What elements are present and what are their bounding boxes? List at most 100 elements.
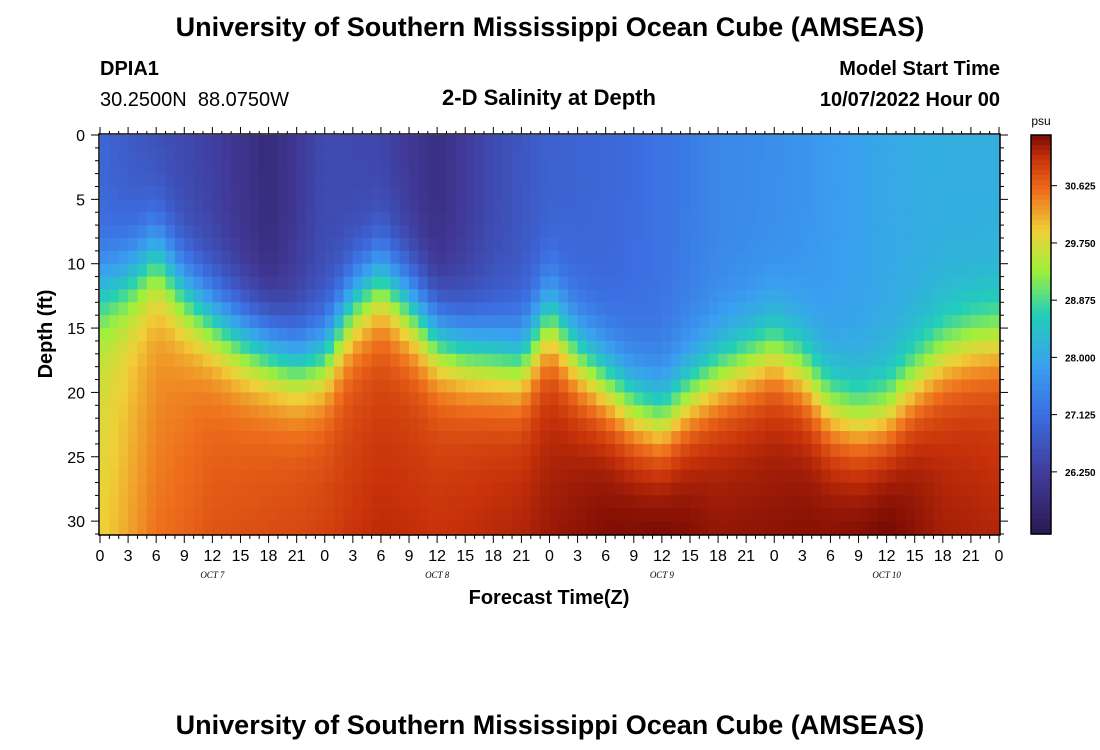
heatmap-cell <box>259 250 270 265</box>
heatmap-cell <box>633 212 644 226</box>
heatmap-cell <box>493 237 504 252</box>
heatmap-cell <box>708 508 719 522</box>
heatmap-cell <box>362 160 373 175</box>
heatmap-cell <box>792 186 803 200</box>
heatmap-cell <box>231 315 242 329</box>
heatmap-cell <box>661 212 672 226</box>
x-tick-label: 21 <box>962 548 980 565</box>
heatmap-cell <box>109 135 120 149</box>
heatmap-cell <box>961 302 972 316</box>
heatmap-cell <box>568 276 579 291</box>
heatmap-cell <box>455 173 466 188</box>
heatmap-cell <box>830 418 841 432</box>
heatmap-cell <box>343 173 354 188</box>
heatmap-cell <box>577 340 588 355</box>
heatmap-cell <box>146 160 157 175</box>
heatmap-cell <box>633 199 644 213</box>
heatmap-cell <box>877 340 888 355</box>
heatmap-cell <box>849 237 860 252</box>
heatmap-cell <box>530 340 541 355</box>
heatmap-cell <box>371 289 382 303</box>
heatmap-cell <box>455 263 466 278</box>
heatmap-cell <box>895 443 906 458</box>
heatmap-cell <box>437 328 448 342</box>
heatmap-cell <box>586 495 597 509</box>
heatmap-cell <box>502 186 513 200</box>
heatmap-cell <box>568 250 579 265</box>
heatmap-cell <box>268 135 279 149</box>
heatmap-cell <box>455 456 466 471</box>
heatmap-cell <box>277 379 288 394</box>
heatmap-cell <box>746 443 757 458</box>
heatmap-cell <box>615 328 626 342</box>
heatmap-cell <box>914 328 925 342</box>
heatmap-cell <box>905 225 916 239</box>
heatmap-cell <box>512 289 522 303</box>
heatmap-cell <box>184 237 195 252</box>
heatmap-cell <box>849 212 860 226</box>
heatmap-cell <box>493 186 504 200</box>
heatmap-cell <box>249 237 260 252</box>
heatmap-cell <box>661 147 672 162</box>
x-axis: 0 3 6 9 12 15 18 21 0 3 6 9 12 15 18 21 0 3 6 9 12 15 18 21 0 3 6 9… <box>96 127 1004 580</box>
heatmap-cell <box>427 147 438 162</box>
heatmap-cell <box>811 521 822 535</box>
heatmap-cell <box>446 199 457 213</box>
heatmap-cell <box>727 225 738 239</box>
heatmap-cell <box>390 289 401 303</box>
heatmap-cell <box>212 199 223 213</box>
heatmap-cell <box>100 495 110 509</box>
heatmap-cell <box>568 315 579 329</box>
heatmap-cell <box>970 469 981 484</box>
heatmap-cell <box>821 173 832 188</box>
heatmap-cell <box>830 199 841 213</box>
heatmap-cell <box>586 315 597 329</box>
heatmap-cell <box>736 366 747 381</box>
heatmap-cell <box>100 353 110 368</box>
heatmap-cell <box>549 340 560 355</box>
heatmap-cell <box>811 443 822 458</box>
heatmap-cell <box>409 366 419 381</box>
heatmap-cell <box>315 456 326 471</box>
heatmap-cell <box>839 508 850 522</box>
heatmap-cell <box>296 199 307 213</box>
heatmap-cell <box>568 366 579 381</box>
heatmap-cell <box>118 276 129 291</box>
heatmap-cell <box>914 495 925 509</box>
heatmap-cell <box>427 199 438 213</box>
heatmap-cell <box>858 379 869 394</box>
heatmap-cell <box>652 289 663 303</box>
colorbar-segment <box>1031 174 1051 181</box>
heatmap-cell <box>146 392 157 406</box>
heatmap-cell <box>895 469 906 484</box>
heatmap-cell <box>699 328 710 342</box>
heatmap-cell <box>203 456 213 471</box>
heatmap-cell <box>156 469 167 484</box>
heatmap-cell <box>240 212 251 226</box>
heatmap-cell <box>727 405 738 419</box>
heatmap-cell <box>989 379 1000 394</box>
heatmap-cell <box>596 263 607 278</box>
heatmap-cell <box>502 173 513 188</box>
heatmap-cell <box>942 315 953 329</box>
heatmap-cell <box>231 212 242 226</box>
heatmap-cell <box>362 431 373 445</box>
heatmap-cell <box>465 482 476 496</box>
heatmap-cell <box>942 379 953 394</box>
heatmap-cell <box>867 135 878 149</box>
heatmap-cell <box>830 276 841 291</box>
heatmap-cell <box>268 508 279 522</box>
heatmap-cell <box>839 328 850 342</box>
heatmap-cell <box>409 315 419 329</box>
heatmap-cell <box>193 186 204 200</box>
heatmap-cell <box>268 186 279 200</box>
heatmap-cell <box>465 328 476 342</box>
heatmap-cell <box>212 263 223 278</box>
heatmap-cell <box>128 482 139 496</box>
heatmap-cell <box>399 379 410 394</box>
heatmap-cell <box>652 302 663 316</box>
heatmap-cell <box>746 340 757 355</box>
heatmap-cell <box>867 263 878 278</box>
heatmap-cell <box>596 135 607 149</box>
heatmap-cell <box>156 508 167 522</box>
